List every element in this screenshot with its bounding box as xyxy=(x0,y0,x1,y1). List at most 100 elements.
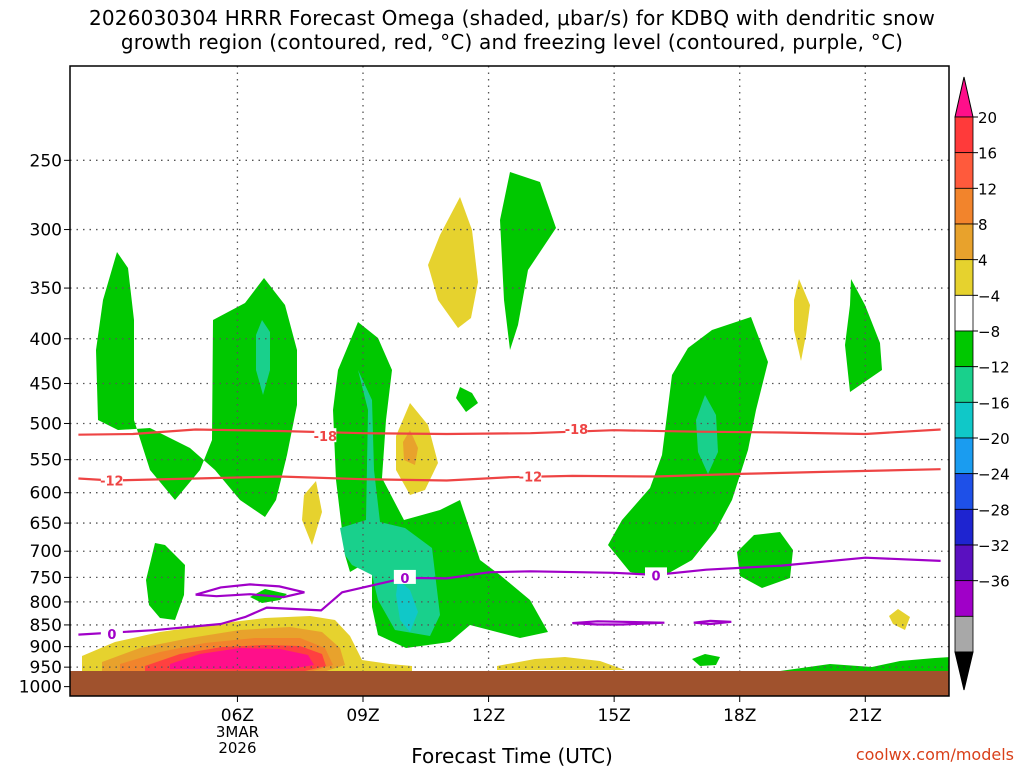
chart-title-line2: growth region (contoured, red, °C) and f… xyxy=(120,30,904,54)
contour-label: -18 xyxy=(314,430,338,445)
colorbar-segment xyxy=(954,437,974,475)
contour-freezing-level-loop xyxy=(195,583,305,599)
omega-area-cyan-b2 xyxy=(396,580,418,632)
y-tick-label: 900 xyxy=(30,638,62,658)
colorbar-label: −12 xyxy=(978,359,1010,377)
contour-label-bg xyxy=(645,567,667,582)
colorbar-segment xyxy=(954,330,974,368)
y-tick-label: 250 xyxy=(30,151,62,171)
colorbar-segment xyxy=(954,580,974,617)
colorbar-bottom-arrow xyxy=(954,651,974,691)
x-tick-label: 06Z xyxy=(221,706,254,726)
colorbar-label: −16 xyxy=(978,394,1010,412)
omega-area-green-e xyxy=(608,317,768,578)
contour-label-bg xyxy=(100,472,123,487)
colorbar-segment xyxy=(954,294,974,332)
omega-area-green-j xyxy=(692,654,720,666)
y-tick-label: 1000 xyxy=(19,678,62,698)
omega-area-yellow-e xyxy=(889,609,910,630)
contour-freezing-level-loop xyxy=(693,619,732,626)
omega-area-yellow-a xyxy=(428,197,478,328)
colorbar-label: −36 xyxy=(978,573,1010,591)
colorbar-label: −20 xyxy=(978,430,1010,448)
chart-title: 2026030304 HRRR Forecast Omega (shaded, … xyxy=(0,6,1024,54)
colorbar-label: 12 xyxy=(978,180,997,198)
colorbar-segment xyxy=(954,223,974,261)
y-tick-label: 750 xyxy=(30,568,62,588)
colorbar-segment xyxy=(954,116,974,154)
contour-freezing-level-loop xyxy=(572,620,665,626)
omega-area-magenta-g xyxy=(170,648,314,669)
contour-label: -18 xyxy=(565,423,589,438)
colorbar-label: −32 xyxy=(978,537,1010,555)
colorbar-label: −8 xyxy=(978,323,1000,341)
omega-area-green-g xyxy=(737,532,793,588)
y-tick-label: 450 xyxy=(30,374,62,394)
colorbar-segment xyxy=(954,187,974,225)
y-tick-label: 650 xyxy=(30,514,62,534)
omega-area-green-a xyxy=(96,252,297,517)
x-axis-label: Forecast Time (UTC) xyxy=(411,744,613,768)
omega-area-green-c xyxy=(500,172,556,350)
contour-label-bg xyxy=(565,420,588,435)
colorbar-segment xyxy=(954,615,974,653)
y-tick-label: 400 xyxy=(30,330,62,350)
x-tick-label: 15Z xyxy=(598,706,631,726)
x-tick-label: 12Z xyxy=(472,706,505,726)
y-tick-label: 350 xyxy=(30,279,62,299)
y-tick-label: 600 xyxy=(30,484,62,504)
colorbar-top-arrow xyxy=(954,76,974,118)
y-tick-label: 850 xyxy=(30,616,62,636)
contour-label-bg xyxy=(314,428,337,443)
plot-frame xyxy=(69,65,950,697)
contour-label: -12 xyxy=(519,471,543,486)
contour-freezing-level xyxy=(78,556,941,636)
y-tick-label: 800 xyxy=(30,593,62,613)
x-tick-date-label: 3MAR xyxy=(216,723,259,741)
x-tick-label: 09Z xyxy=(346,706,379,726)
omega-area-green-b xyxy=(333,322,548,648)
y-tick-label: 300 xyxy=(30,221,62,241)
colorbar-label: 4 xyxy=(978,252,988,270)
y-tick-label: 700 xyxy=(30,542,62,562)
contour-label: 0 xyxy=(107,628,116,643)
x-tick-year-label: 2026 xyxy=(218,739,256,757)
omega-area-cyan-b1 xyxy=(340,370,440,636)
omega-area-yellow-c xyxy=(302,481,322,545)
colorbar-segment xyxy=(954,508,974,546)
omega-area-cyan-e xyxy=(696,395,718,474)
colorbar-segment xyxy=(954,152,974,189)
colorbar-label: 16 xyxy=(978,145,997,163)
ground-surface xyxy=(70,671,949,696)
y-tick-label: 500 xyxy=(30,414,62,434)
x-tick-label: 18Z xyxy=(723,706,756,726)
colorbar-label: −24 xyxy=(978,466,1010,484)
contour-dendritic-top xyxy=(78,428,941,436)
colorbar-segment xyxy=(954,544,974,582)
contour-label-bg xyxy=(519,468,542,483)
colorbar-label: −28 xyxy=(978,501,1010,519)
omega-area-yellow-d xyxy=(794,279,810,361)
colorbar-segment xyxy=(954,401,974,439)
omega-area-green-d xyxy=(456,387,478,412)
contour-dendritic-bottom xyxy=(78,468,941,482)
colorbar-segment xyxy=(954,259,974,296)
contour-label: -12 xyxy=(100,474,124,489)
contour-label-bg xyxy=(393,569,416,584)
omega-area-yellow-f xyxy=(497,657,625,670)
contour-label: 0 xyxy=(400,572,409,587)
y-tick-label: 550 xyxy=(30,451,62,471)
colorbar-label: −4 xyxy=(978,287,1000,305)
omega-area-green-h xyxy=(146,543,185,620)
credit-link[interactable]: coolwx.com/models xyxy=(855,745,1014,764)
x-tick-label: 21Z xyxy=(849,706,882,726)
colorbar-label: 20 xyxy=(978,109,997,127)
colorbar-label: 8 xyxy=(978,216,988,234)
chart-title-line1: 2026030304 HRRR Forecast Omega (shaded, … xyxy=(88,6,936,30)
contour-label-bg xyxy=(100,625,123,640)
colorbar-segment xyxy=(954,473,974,510)
colorbar-segment xyxy=(954,366,974,403)
y-tick-label: 950 xyxy=(30,658,62,678)
omega-area-green-f xyxy=(845,279,882,392)
